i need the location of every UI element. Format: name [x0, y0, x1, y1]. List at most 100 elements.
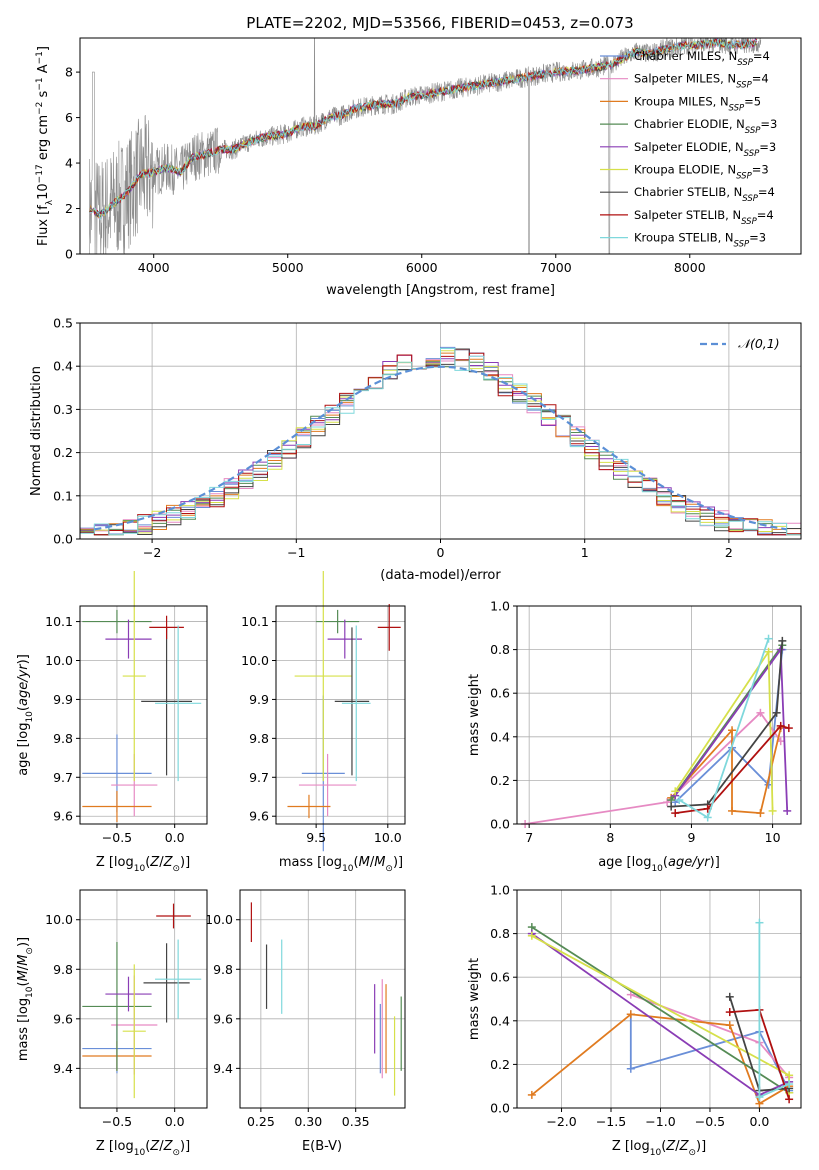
frame-age_vs_Z: −0.5 0.0 9.6 9.7 9.8 9.9 10.0 10.1 [45, 605, 208, 845]
spectrum-ylabel: Flux [fλ10−17 erg cm−2 s−1 A−1] [35, 46, 55, 246]
y-tick-label: 0.2 [490, 1057, 510, 1072]
weights-weight_vs_age [521, 634, 793, 828]
legend-label-end: =4 [752, 72, 769, 86]
axes-frame [79, 37, 802, 255]
label-part: 10 [134, 1148, 146, 1158]
frame-spectrum: 4000 5000 6000 7000 8000 0 2 4 6 8 [65, 37, 802, 275]
x-tick-label: 10.0 [374, 830, 402, 845]
axes-frame [516, 889, 802, 1109]
legend-label: Chabrier ELODIE, NSSP=3 [634, 117, 777, 136]
frame-weight_vs_age: 7 8 9 10 0.0 0.2 0.4 0.6 0.8 1.0 [490, 599, 802, 845]
residual-ylabel: Normed distribution [29, 366, 44, 496]
label-part: )] [16, 937, 31, 947]
x-tick-label: 8 [606, 830, 614, 845]
label-part: Z [163, 855, 174, 870]
label-part: )] [393, 855, 403, 870]
legend-label-end: =3 [759, 140, 776, 154]
legend-label: Kroupa MILES, NSSP=5 [634, 94, 761, 113]
label-part: erg cm [36, 115, 51, 164]
legend-label-main: Chabrier STELIB, N [634, 185, 742, 199]
label-part: age [log [598, 855, 651, 870]
label-part: M [16, 955, 31, 966]
y-tick-label: 0.4 [490, 729, 510, 744]
label-part: Z [149, 1139, 160, 1154]
y-tick-label: 10.0 [205, 912, 233, 927]
weight-series-line [674, 649, 784, 803]
legend-label-sub: SSP [742, 194, 758, 204]
z-axis-label: Z [log10(Z/Z⊙)] [96, 855, 190, 874]
frame-age_vs_mass: 9.5 10.0 9.6 9.7 9.8 9.9 10.0 10.1 [241, 605, 406, 845]
label-part: 10 [650, 1148, 662, 1158]
label-part: ( [16, 981, 31, 986]
label-part: ( [145, 855, 150, 870]
normal-curve-line [94, 365, 787, 531]
label-part: M [16, 970, 31, 981]
axes-frame [516, 605, 802, 825]
label-part: 10 [651, 864, 663, 874]
y-tick-label: 2 [65, 201, 73, 216]
residual-histogram-step [80, 350, 801, 536]
y-tick-label: 9.8 [53, 731, 73, 746]
frame-residuals: −2 −1 0 1 2 0.0 0.1 0.2 0.3 0.4 0.5 [53, 316, 802, 560]
label-part: 10 [25, 711, 35, 723]
y-tick-label: 0.2 [490, 773, 510, 788]
label-part: Flux [f [36, 205, 51, 246]
y-tick-label: 0.8 [490, 642, 510, 657]
legend-label-sub: SSP [741, 217, 757, 227]
legend-label-main: Chabrier MILES, N [634, 49, 737, 63]
legend-label-end: =3 [752, 163, 769, 177]
label-part: age [log [16, 723, 31, 776]
label-part: )] [710, 855, 720, 870]
legend-label-sub: SSP [736, 172, 752, 182]
legend-label-sub: SSP [745, 126, 761, 136]
y-tick-label: 9.6 [53, 1011, 73, 1026]
spectrum-plot [88, 38, 762, 254]
y-tick-label: 0.2 [53, 445, 73, 460]
legend-label: Salpeter STELIB, NSSP=4 [634, 208, 774, 227]
legend-label-main: Salpeter STELIB, N [634, 208, 741, 222]
y-tick-label: 9.4 [53, 1061, 73, 1076]
legend-label: Salpeter ELODIE, NSSP=3 [634, 140, 776, 159]
label-part: Z [log [96, 855, 134, 870]
x-tick-label: −2.0 [546, 1114, 576, 1129]
legend-label-end: =4 [758, 185, 775, 199]
label-part: M [374, 855, 385, 870]
y-tick-label: 9.6 [249, 809, 269, 824]
x-tick-label: 0.0 [165, 830, 185, 845]
axes-frame [79, 889, 208, 1109]
legend-label-main: Chabrier ELODIE, N [634, 117, 745, 131]
x-tick-label: 0.25 [247, 1114, 275, 1129]
label-part: −17 [35, 164, 45, 183]
x-tick-label: −1.0 [645, 1114, 675, 1129]
legend-label-main: Salpeter MILES, N [634, 72, 736, 86]
label-part: s [36, 90, 51, 101]
label-part: / [159, 1139, 164, 1154]
residual-xlabel: (data-model)/error [380, 568, 501, 583]
label-part: ] [36, 46, 51, 51]
label-part: ( [16, 706, 31, 711]
y-tick-label: 0.8 [490, 926, 510, 941]
label-part: ⊙ [172, 1148, 180, 1158]
weight-series-line [675, 724, 790, 814]
x-tick-label: −2 [143, 545, 161, 560]
label-part: ⊙ [385, 864, 393, 874]
legend-label-end: =5 [744, 94, 761, 108]
legend-label-sub: SSP [729, 103, 745, 113]
label-part: ( [145, 1139, 150, 1154]
y-tick-label: 9.8 [213, 962, 233, 977]
label-part: )] [180, 855, 190, 870]
label-part: / [370, 855, 375, 870]
x-tick-label: 0.30 [294, 1114, 322, 1129]
axes-mass_vs_EBV [240, 890, 405, 1108]
y-tick-label: 0.6 [490, 970, 510, 985]
x-tick-label: −0.5 [695, 1114, 725, 1129]
x-tick-label: 2 [725, 545, 733, 560]
legend-label-main: Kroupa STELIB, N [634, 231, 734, 245]
y-tick-label: 10.1 [45, 614, 73, 629]
label-part: ( [663, 855, 668, 870]
legend-label: Kroupa ELODIE, NSSP=3 [634, 163, 769, 182]
x-tick-label: 9.5 [306, 830, 326, 845]
label-part: 10 [134, 864, 146, 874]
x-tick-label: 4000 [138, 260, 170, 275]
y-tick-label: 0.0 [490, 1101, 510, 1116]
